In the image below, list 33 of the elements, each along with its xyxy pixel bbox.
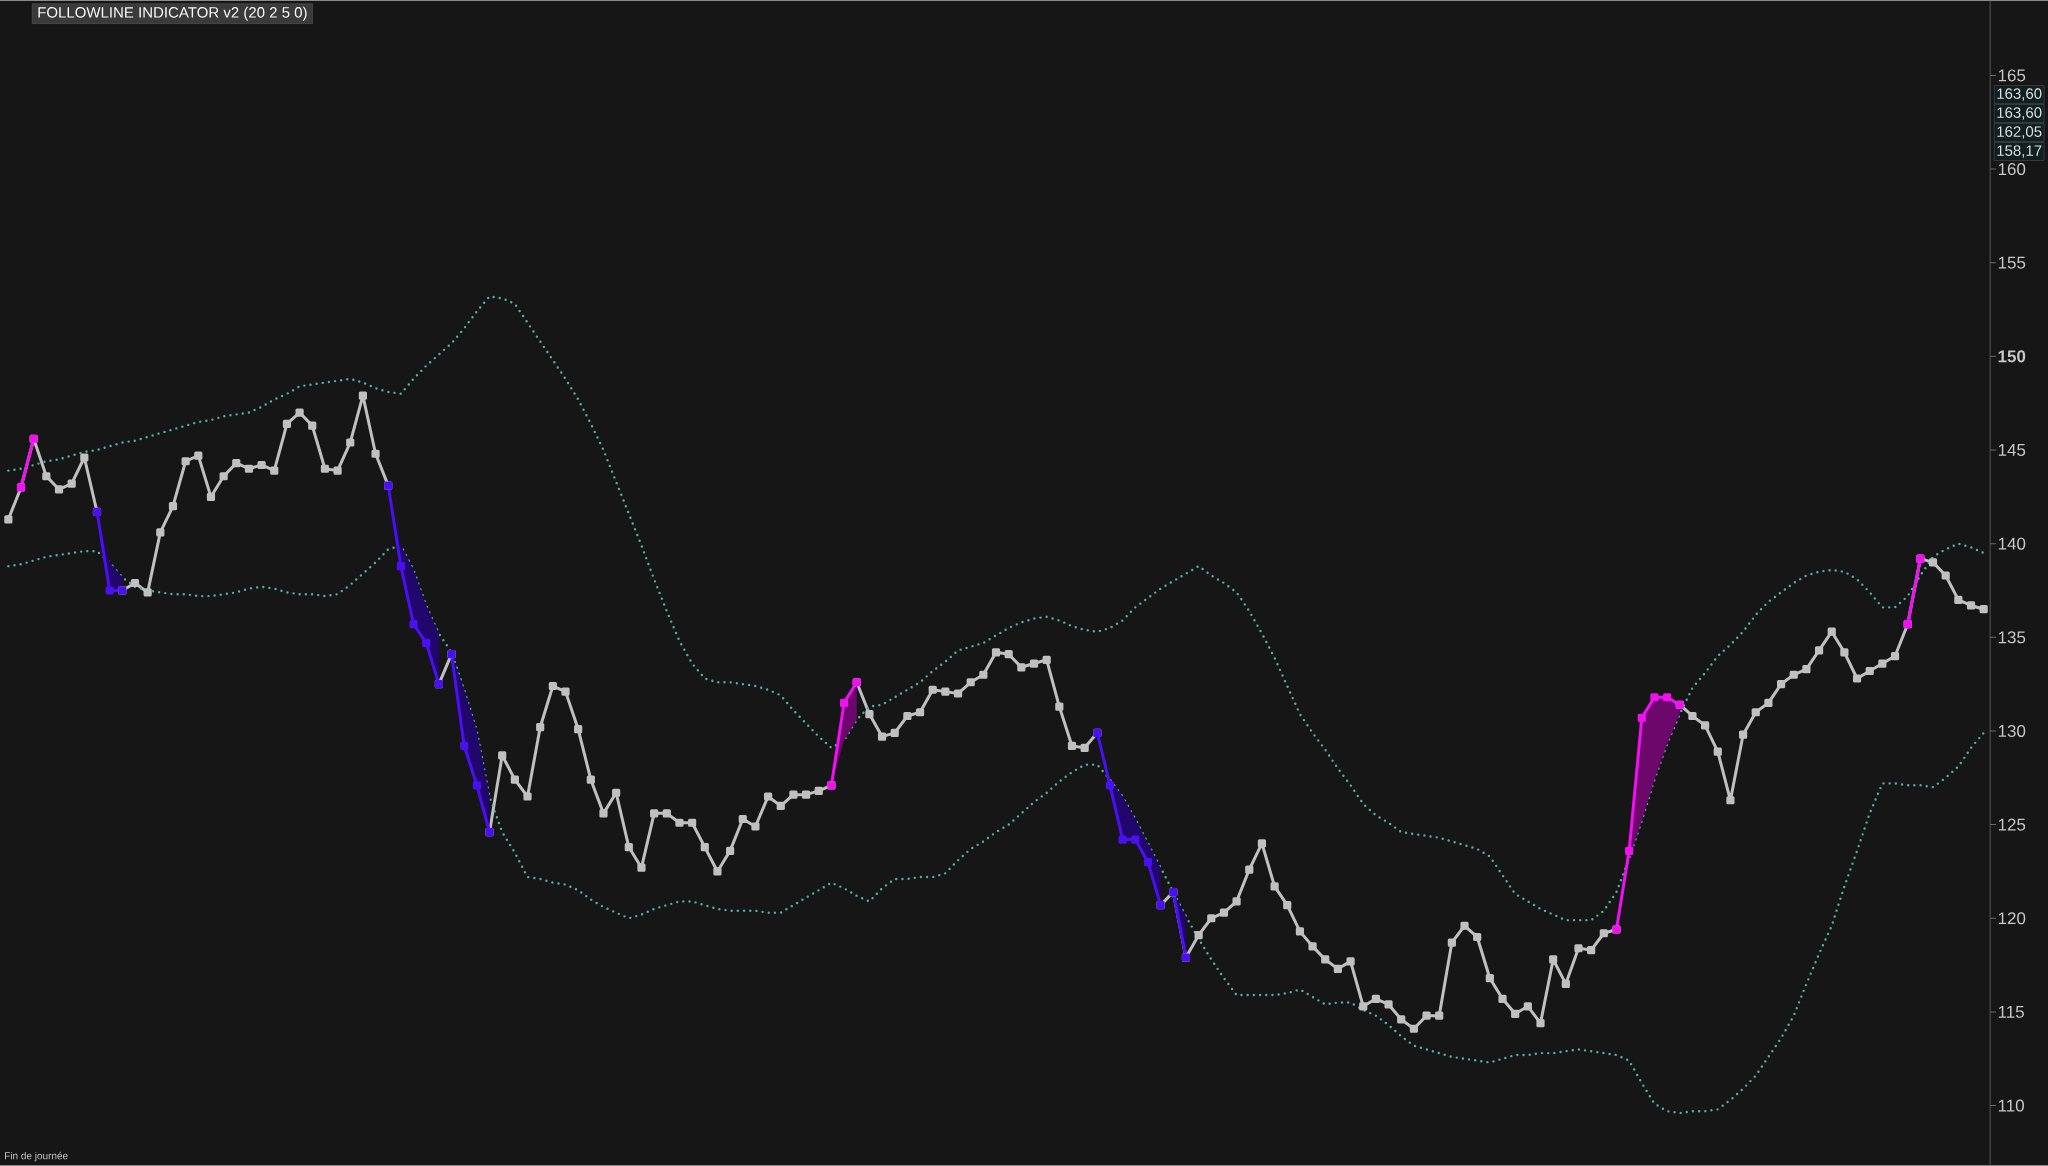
point: [1663, 693, 1672, 702]
point: [396, 562, 405, 571]
point: [839, 698, 849, 707]
point: [409, 620, 418, 629]
y-tick-label: 160: [1998, 163, 2026, 176]
annotation: Fin de journée: [5, 1151, 68, 1162]
y-tick-label: 165: [1998, 69, 2026, 82]
point: [1131, 835, 1140, 844]
y-tick-label: 130: [1998, 724, 2026, 737]
y-tick-label: 125: [1998, 818, 2026, 831]
point: [1118, 835, 1127, 844]
y-tick-label: 155: [1998, 256, 2026, 269]
point: [472, 781, 481, 790]
y-tick-label: 115: [1998, 1005, 2024, 1018]
point: [1625, 846, 1634, 855]
y-tick-label: 120: [1998, 912, 2026, 925]
y-tick-label: 145: [1998, 444, 2026, 456]
text: 163,60: [1997, 107, 2042, 120]
point: [1637, 713, 1646, 722]
text: 162,05: [1997, 126, 2042, 139]
y-tick-label: 135: [1998, 631, 2026, 644]
point: [422, 638, 431, 648]
point: [1105, 781, 1115, 790]
y-tick-label: 150: [1998, 350, 2026, 363]
chart-title: FOLLOWLINE INDICATOR v2 (20 2 5 0): [38, 6, 307, 21]
y-tick-label: 140: [1998, 537, 2026, 550]
text: 158,17: [1997, 145, 2042, 158]
text: 163,60: [1997, 88, 2042, 101]
point: [460, 741, 469, 751]
point: [1650, 693, 1659, 702]
point: [105, 586, 114, 595]
y-tick-label: 110: [1998, 1099, 2024, 1112]
point: [1143, 857, 1153, 867]
